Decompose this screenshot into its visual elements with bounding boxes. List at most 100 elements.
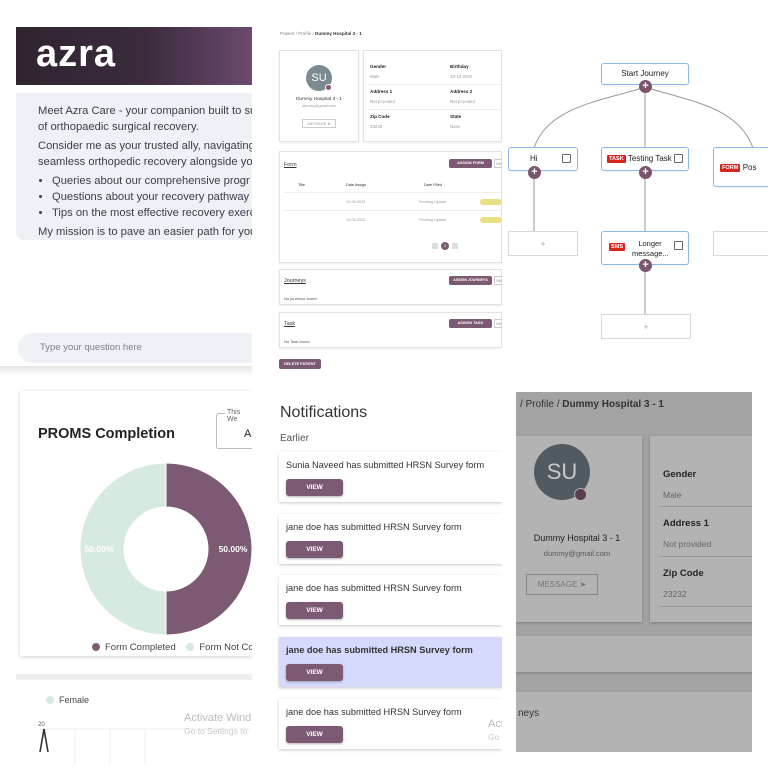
details-card [650, 436, 752, 622]
table-row: 10-06-2023 [346, 218, 366, 222]
forms-title: Form [284, 162, 297, 168]
notification-item-highlighted[interactable]: jane doe has submitted HRSN Survey form … [279, 637, 502, 687]
journeys-empty: No journeys found. [284, 296, 318, 301]
camera-icon[interactable] [574, 488, 587, 501]
assign-task-button[interactable]: ASSIGN TASK [449, 319, 492, 328]
add-node-placeholder[interactable]: + [601, 314, 691, 339]
intro-text-2: of orthopaedic surgical recovery. [38, 121, 199, 133]
view-button[interactable]: VIEW [286, 726, 343, 743]
view-button[interactable]: VIEW [286, 541, 343, 558]
form-tag: FORM [720, 163, 741, 172]
tasks-empty: No Task found. [284, 339, 311, 344]
breadcrumb-patient[interactable]: Patient [280, 31, 295, 36]
add-step-icon[interactable]: + [639, 259, 652, 272]
chart-title: PROMS Completion [38, 426, 175, 442]
breadcrumb: / Profile / Dummy Hospital 3 - 1 [520, 399, 664, 410]
period-select-value: All [244, 428, 252, 440]
view-button[interactable]: VIEW [286, 664, 343, 681]
address1-field: Address 1 Not provided [370, 89, 395, 104]
state-field: State None [450, 114, 462, 129]
address2-field: Address 2 Not provided [450, 89, 475, 104]
tasks-card [279, 312, 502, 348]
patient-email: dummy@gmail.com [302, 104, 336, 108]
message-button[interactable]: MESSAGE ➤ [526, 574, 598, 595]
journey-builder-panel: Start Journey + Hi + TASK Testing Task +… [508, 0, 768, 380]
view-button[interactable]: VIEW [286, 602, 343, 619]
status-toggle[interactable] [480, 199, 502, 205]
intro-text: Meet Azra Care - your companion built to… [38, 105, 252, 117]
patient-name: Dummy Hospital 3 - 1 [533, 533, 621, 543]
forms-more-button[interactable]: UN [494, 159, 502, 168]
journey-node-hi[interactable]: Hi [508, 147, 578, 171]
consider-text: Consider me as your trusted ally, naviga… [38, 140, 252, 152]
journeys-title: neys [518, 708, 540, 719]
legend-female: Female [46, 695, 89, 705]
view-button[interactable]: VIEW [286, 479, 343, 496]
page-number[interactable]: 1 [441, 242, 449, 250]
chat-question-input[interactable]: Type your question here [18, 333, 252, 363]
divider [16, 674, 252, 680]
avatar: SU [306, 65, 332, 91]
patient-email: dummy@gmail.com [543, 549, 611, 558]
sms-tag: SMS [609, 243, 626, 251]
notification-item[interactable]: jane doe has submitted HRSN Survey form … [279, 575, 502, 625]
details-card [363, 50, 502, 142]
breadcrumb: Patient / Profile / Dummy Hospital 3 - 1 [280, 31, 362, 36]
col-date-filled: Date Filled [424, 183, 443, 187]
breadcrumb-profile[interactable]: Profile [298, 31, 312, 36]
add-node-placeholder[interactable] [713, 231, 768, 256]
add-step-icon[interactable]: + [528, 166, 541, 179]
activate-watermark: Activate Wind Go to Settings to [184, 712, 252, 736]
azra-logo: azra [36, 33, 117, 75]
edit-icon [674, 241, 683, 250]
assign-form-button[interactable]: ASSIGN FORM [449, 159, 492, 168]
camera-icon[interactable] [325, 84, 332, 91]
slice-form-completed[interactable] [165, 462, 252, 636]
mission-text: My mission is to pave an easier path for… [38, 226, 252, 238]
breadcrumb-profile[interactable]: Profile [525, 399, 554, 410]
profile-card [279, 50, 359, 142]
notification-item[interactable]: jane doe has submitted HRSN Survey form … [279, 699, 502, 749]
notification-item[interactable]: jane doe has submitted HRSN Survey form … [279, 514, 502, 564]
tasks-title: Task [284, 321, 296, 327]
chart-legend: Form Completed Form Not Comple [92, 642, 252, 653]
prev-page-button[interactable] [432, 243, 438, 249]
notifications-panel: Notifications Earlier Sunia Naveed has s… [258, 386, 502, 768]
add-step-icon[interactable]: + [639, 166, 652, 179]
send-icon: ➤ [579, 580, 587, 589]
assign-journeys-button[interactable]: ASSIGN JOURNEYS [449, 276, 492, 285]
proms-panel: PROMS Completion This We All 50.00%50.00… [0, 386, 252, 768]
add-node-placeholder[interactable]: + [508, 231, 578, 256]
journey-node-form[interactable]: FORM Pos [713, 147, 768, 187]
journeys-card [279, 269, 502, 305]
patient-name: Dummy Hospital 3 - 1 [295, 97, 343, 102]
birthday-field: Birthday 10-10-2022 [450, 64, 473, 79]
table-row: 10-06-2023 [346, 200, 366, 204]
send-icon: ➤ [327, 122, 331, 126]
col-date-assign: Date Assign [346, 183, 367, 187]
add-step-icon[interactable]: + [639, 80, 652, 93]
topic-item: Queries about our comprehensive progr [52, 173, 252, 189]
message-button[interactable]: MESSAGE ➤ [302, 119, 336, 128]
notification-item[interactable]: Sunia Naveed has submitted HRSN Survey f… [279, 452, 502, 502]
patient-profile-panel: Patient / Profile / Dummy Hospital 3 - 1… [258, 0, 502, 380]
partial-chart [39, 728, 250, 764]
next-page-button[interactable] [452, 243, 458, 249]
legend-completed: Form Completed [105, 642, 176, 653]
divider [0, 366, 252, 376]
status-toggle[interactable] [480, 217, 502, 223]
journeys-card [516, 692, 752, 752]
consider-text-2: seamless orthopedic recovery alongside y… [38, 156, 252, 168]
slice-form-not-complete[interactable] [79, 462, 167, 636]
delete-patient-button[interactable]: DELETE PATIENT [279, 359, 321, 369]
legend-dot-completed [92, 643, 100, 651]
proms-donut-chart: 50.00% 50.00% [79, 462, 252, 636]
tasks-more-button[interactable]: UN [494, 319, 502, 328]
zipcode-field: Zip Code 23232 [663, 568, 704, 599]
journeys-more-button[interactable]: UN [494, 276, 502, 285]
topic-item: Tips on the most effective recovery exer… [52, 205, 252, 221]
breadcrumb-current: Dummy Hospital 3 - 1 [562, 399, 664, 410]
gender-field: Gender Male [663, 469, 697, 500]
activate-watermark: ActGo [488, 718, 502, 742]
slice-label: 50.00% [219, 544, 248, 554]
